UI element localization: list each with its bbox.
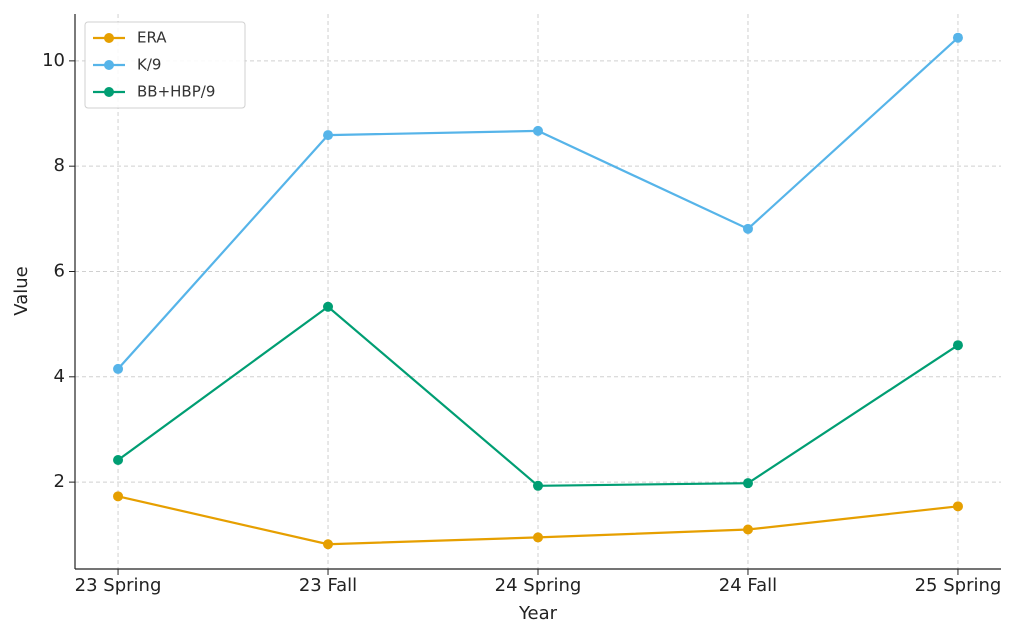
data-point [952, 32, 963, 43]
x-tick-label: 23 Fall [299, 575, 357, 596]
y-tick-label: 8 [54, 155, 65, 176]
legend-label: ERA [137, 29, 167, 47]
data-point [113, 363, 124, 374]
data-point [742, 478, 753, 489]
data-point [742, 223, 753, 234]
data-point [113, 491, 124, 502]
y-tick-label: 6 [54, 260, 65, 281]
data-point [113, 455, 124, 466]
data-point [323, 539, 334, 550]
data-point [533, 125, 543, 136]
legend-box [84, 21, 246, 109]
x-tick-label: 24 Fall [719, 575, 777, 596]
data-point [742, 524, 753, 535]
x-tick-label: 23 Spring [75, 575, 162, 596]
data-point [952, 340, 963, 351]
legend-marker [104, 60, 114, 70]
data-point [533, 480, 543, 491]
y-axis-label: Value [11, 266, 32, 315]
legend-label: BB+HBP/9 [137, 83, 215, 101]
x-tick-label: 25 Spring [915, 575, 1002, 596]
x-tick-label: 24 Spring [495, 575, 582, 596]
legend-label: K/9 [137, 56, 161, 74]
legend-marker [104, 33, 114, 43]
legend: ERA K/9 BB+HBP/9 [84, 21, 246, 109]
y-tick-label: 10 [42, 50, 65, 71]
legend-marker [104, 87, 114, 97]
data-point [533, 532, 543, 543]
y-tick-label: 2 [54, 471, 65, 492]
data-point [323, 130, 334, 141]
data-point [323, 301, 334, 312]
data-point [952, 501, 963, 512]
x-axis-label: Year [518, 603, 558, 624]
y-tick-label: 4 [54, 366, 65, 387]
